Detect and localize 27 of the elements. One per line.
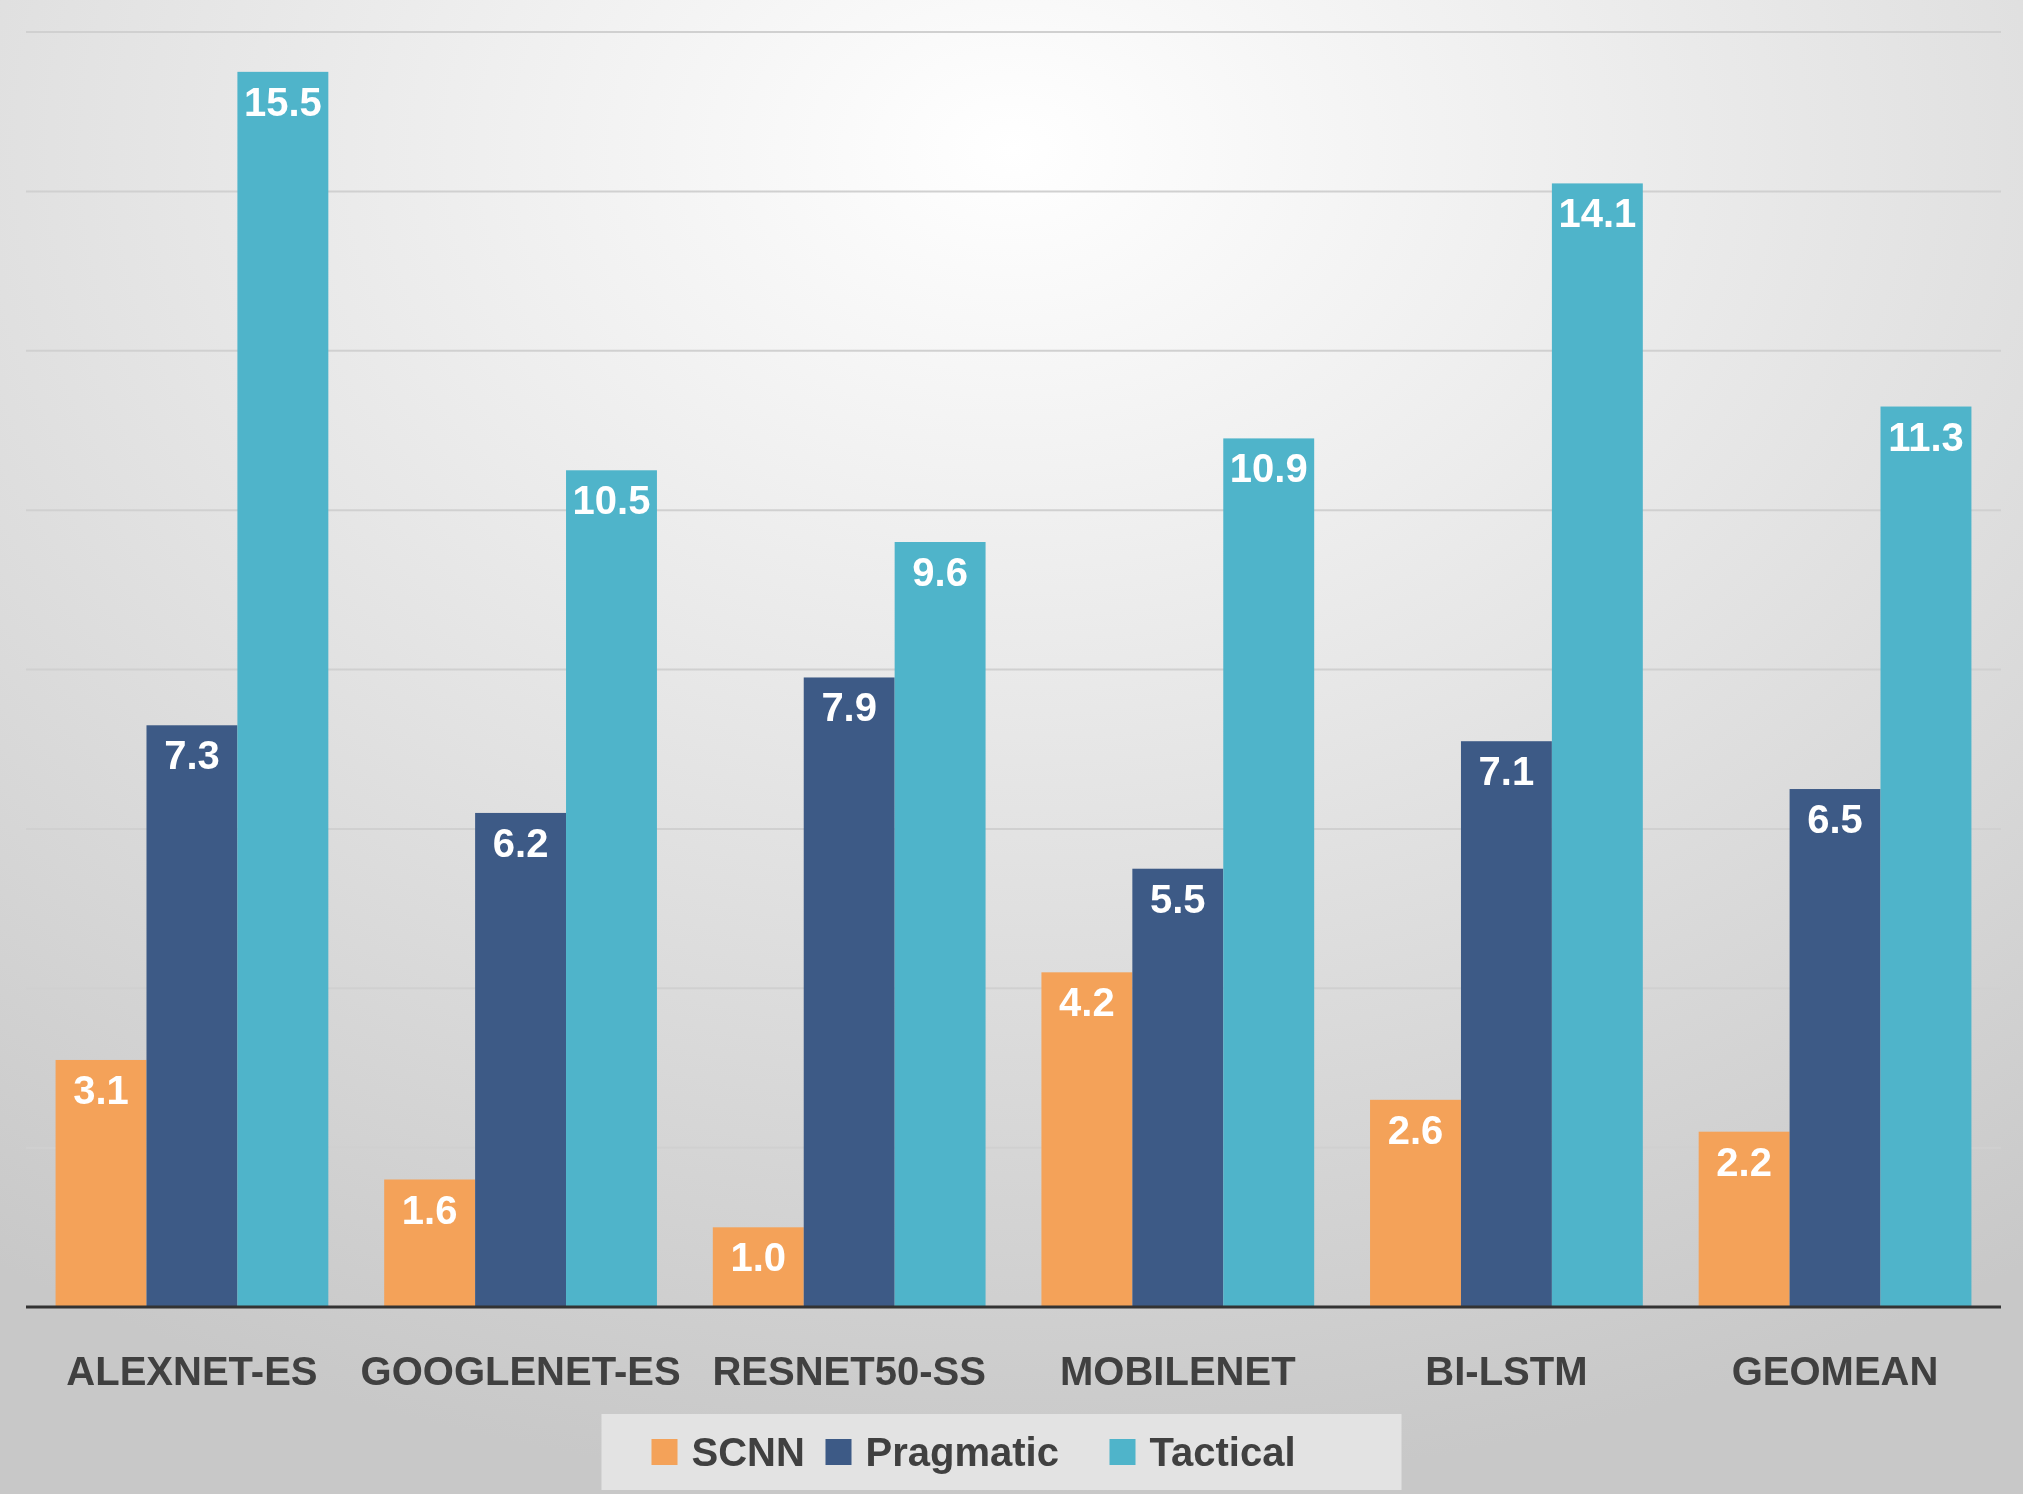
x-tick-label: ALEXNET-ES [66, 1349, 318, 1393]
data-label: 6.5 [1807, 797, 1863, 842]
data-label: 2.2 [1716, 1139, 1772, 1184]
data-label: 7.1 [1478, 749, 1535, 794]
x-tick-label: GEOMEAN [1731, 1349, 1939, 1393]
data-label: 1.6 [401, 1187, 458, 1232]
data-label: 4.2 [1059, 980, 1115, 1025]
legend-label: Tactical [1149, 1430, 1296, 1474]
x-tick-label: GOOGLENET-ES [360, 1349, 681, 1393]
data-label: 10.9 [1229, 446, 1308, 491]
data-label: 6.2 [492, 820, 549, 865]
legend-label: Pragmatic [865, 1430, 1059, 1474]
data-label: 11.3 [1888, 414, 1964, 459]
data-label: 9.6 [912, 550, 968, 594]
data-label: 5.5 [1150, 876, 1206, 921]
legend-label: SCNN [691, 1430, 805, 1474]
x-tick-label: MOBILENET [1060, 1349, 1296, 1393]
x-tick-label: BI-LSTM [1425, 1349, 1588, 1393]
data-label: 10.5 [572, 478, 651, 523]
data-label: 7.3 [164, 733, 220, 778]
data-label: 7.9 [821, 685, 877, 730]
data-label: 1.0 [730, 1235, 787, 1280]
data-label: 15.5 [243, 79, 322, 124]
data-label: 14.1 [1558, 191, 1637, 236]
data-label: 2.6 [1387, 1107, 1444, 1152]
x-tick-label: RESNET50-SS [712, 1349, 986, 1393]
data-label: 3.1 [73, 1067, 129, 1112]
